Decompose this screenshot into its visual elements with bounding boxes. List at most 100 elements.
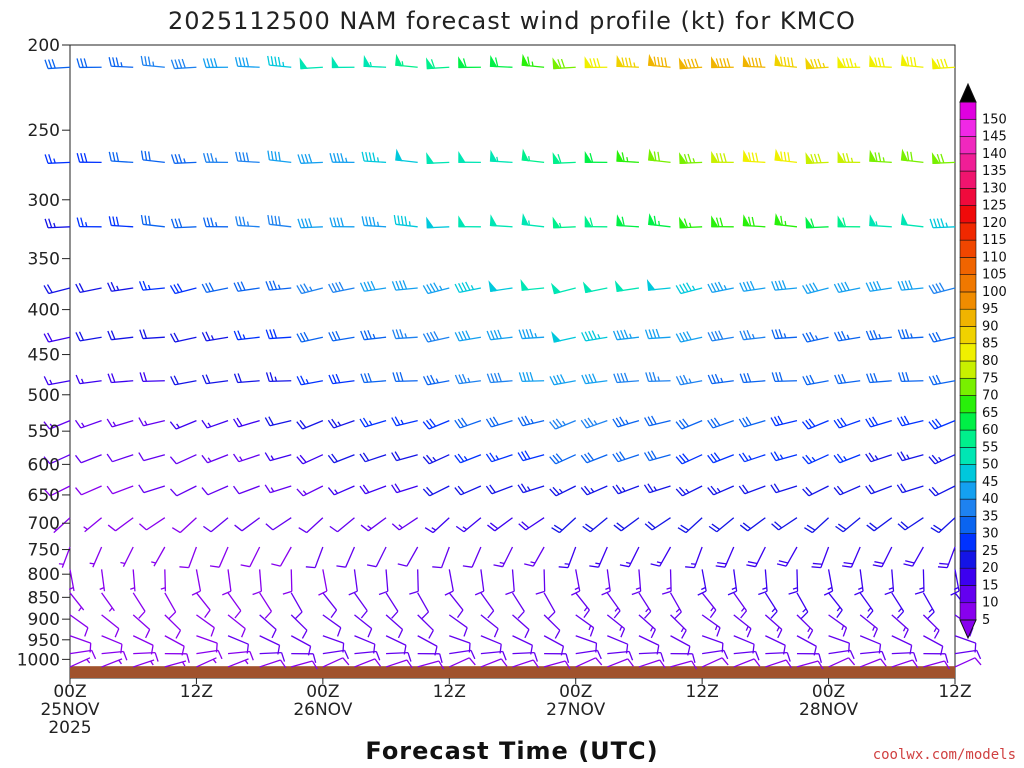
barb-half-flag xyxy=(953,586,959,591)
barb-half-flag xyxy=(277,284,281,290)
barb-staff xyxy=(279,546,292,567)
barb-half-flag xyxy=(376,221,380,227)
barb-staff xyxy=(670,635,691,647)
barb-flag xyxy=(908,280,913,290)
barb-half-flag xyxy=(52,527,57,531)
barb-flag xyxy=(485,485,493,495)
barb-flag xyxy=(274,215,278,226)
barb-staff xyxy=(334,485,355,496)
barb-pennant xyxy=(489,214,498,227)
barb-staff xyxy=(241,517,261,532)
wind-barb xyxy=(203,517,229,533)
wind-barb xyxy=(802,374,829,386)
barb-half-flag xyxy=(858,587,863,591)
wind-barb xyxy=(865,452,892,463)
wind-barb xyxy=(264,484,292,494)
barb-half-flag xyxy=(656,561,662,564)
barb-pennant xyxy=(646,279,656,291)
barb-staff xyxy=(237,224,260,228)
colorbar-label: 75 xyxy=(982,371,999,386)
barb-staff xyxy=(81,485,102,496)
wind-barb xyxy=(923,660,950,670)
barb-flag xyxy=(834,374,839,384)
barb-flag xyxy=(111,373,116,383)
wind-barb xyxy=(267,150,292,164)
barb-flag xyxy=(842,627,848,637)
barb-flag xyxy=(620,372,625,383)
wind-barb xyxy=(458,150,481,164)
barb-flag xyxy=(940,153,945,164)
barb-flag xyxy=(399,329,404,339)
barb-staff xyxy=(512,659,534,668)
barb-flag xyxy=(849,58,854,68)
barb-flag xyxy=(691,653,696,663)
wind-barb xyxy=(298,517,324,534)
barb-flag xyxy=(587,452,595,461)
barb-flag xyxy=(580,454,588,464)
barb-flag xyxy=(790,57,794,67)
barb-flag xyxy=(552,486,560,495)
barb-pennant xyxy=(550,282,562,295)
barb-flag xyxy=(454,419,461,429)
y-tick-label: 950 xyxy=(28,631,60,651)
wind-barb xyxy=(929,218,956,229)
barb-flag xyxy=(362,417,369,427)
barb-flag xyxy=(837,374,843,384)
barb-flag xyxy=(681,629,687,639)
barb-flag xyxy=(492,416,499,426)
barb-staff xyxy=(227,592,242,612)
barb-flag xyxy=(527,56,531,66)
wind-barb xyxy=(417,652,443,663)
barb-flag xyxy=(745,416,752,426)
barb-half-flag xyxy=(688,378,692,384)
wind-barb xyxy=(891,614,909,639)
wind-barb xyxy=(584,56,608,69)
barb-staff xyxy=(902,485,924,494)
barb-flag xyxy=(903,629,909,639)
wind-barb xyxy=(101,614,120,638)
barb-staff xyxy=(337,517,355,533)
wind-barb xyxy=(685,546,703,569)
barb-flag xyxy=(842,565,852,568)
barb-flag xyxy=(581,374,587,384)
barb-flag xyxy=(714,373,720,383)
wind-barb xyxy=(859,614,878,638)
barb-staff xyxy=(207,454,229,464)
wind-barb xyxy=(675,331,703,343)
wind-barb xyxy=(738,416,766,428)
barb-flag xyxy=(297,218,302,228)
barb-flag xyxy=(583,609,590,618)
barb-flag xyxy=(874,561,884,565)
barb-flag xyxy=(454,283,460,293)
barb-staff xyxy=(870,419,892,428)
barb-staff xyxy=(543,660,566,668)
barb-flag xyxy=(842,153,847,163)
barb-flag xyxy=(433,282,440,292)
barb-flag xyxy=(430,59,436,69)
wind-barb xyxy=(842,546,861,568)
barb-flag xyxy=(336,627,342,637)
wind-barb xyxy=(391,280,418,291)
barb-staff xyxy=(449,635,471,644)
barb-flag xyxy=(398,280,404,290)
wind-barb xyxy=(922,614,940,639)
barb-flag xyxy=(805,284,812,293)
barb-flag xyxy=(739,524,749,532)
barb-flag xyxy=(865,485,872,495)
wind-barb xyxy=(828,614,848,637)
barb-pennant xyxy=(647,53,656,67)
colorbar-label: 30 xyxy=(982,527,999,542)
barb-half-flag xyxy=(404,333,408,339)
barb-flag xyxy=(145,629,151,639)
wind-barb xyxy=(834,373,861,385)
barb-staff xyxy=(164,614,181,631)
barb-flag xyxy=(878,152,882,162)
barb-flag xyxy=(976,650,982,660)
wind-barb xyxy=(584,215,608,228)
barb-pennant xyxy=(426,216,435,229)
barb-flag xyxy=(707,454,714,464)
barb-staff xyxy=(112,454,134,463)
barb-flag xyxy=(272,280,278,290)
barb-flag xyxy=(620,329,625,340)
barb-flag xyxy=(909,56,913,67)
